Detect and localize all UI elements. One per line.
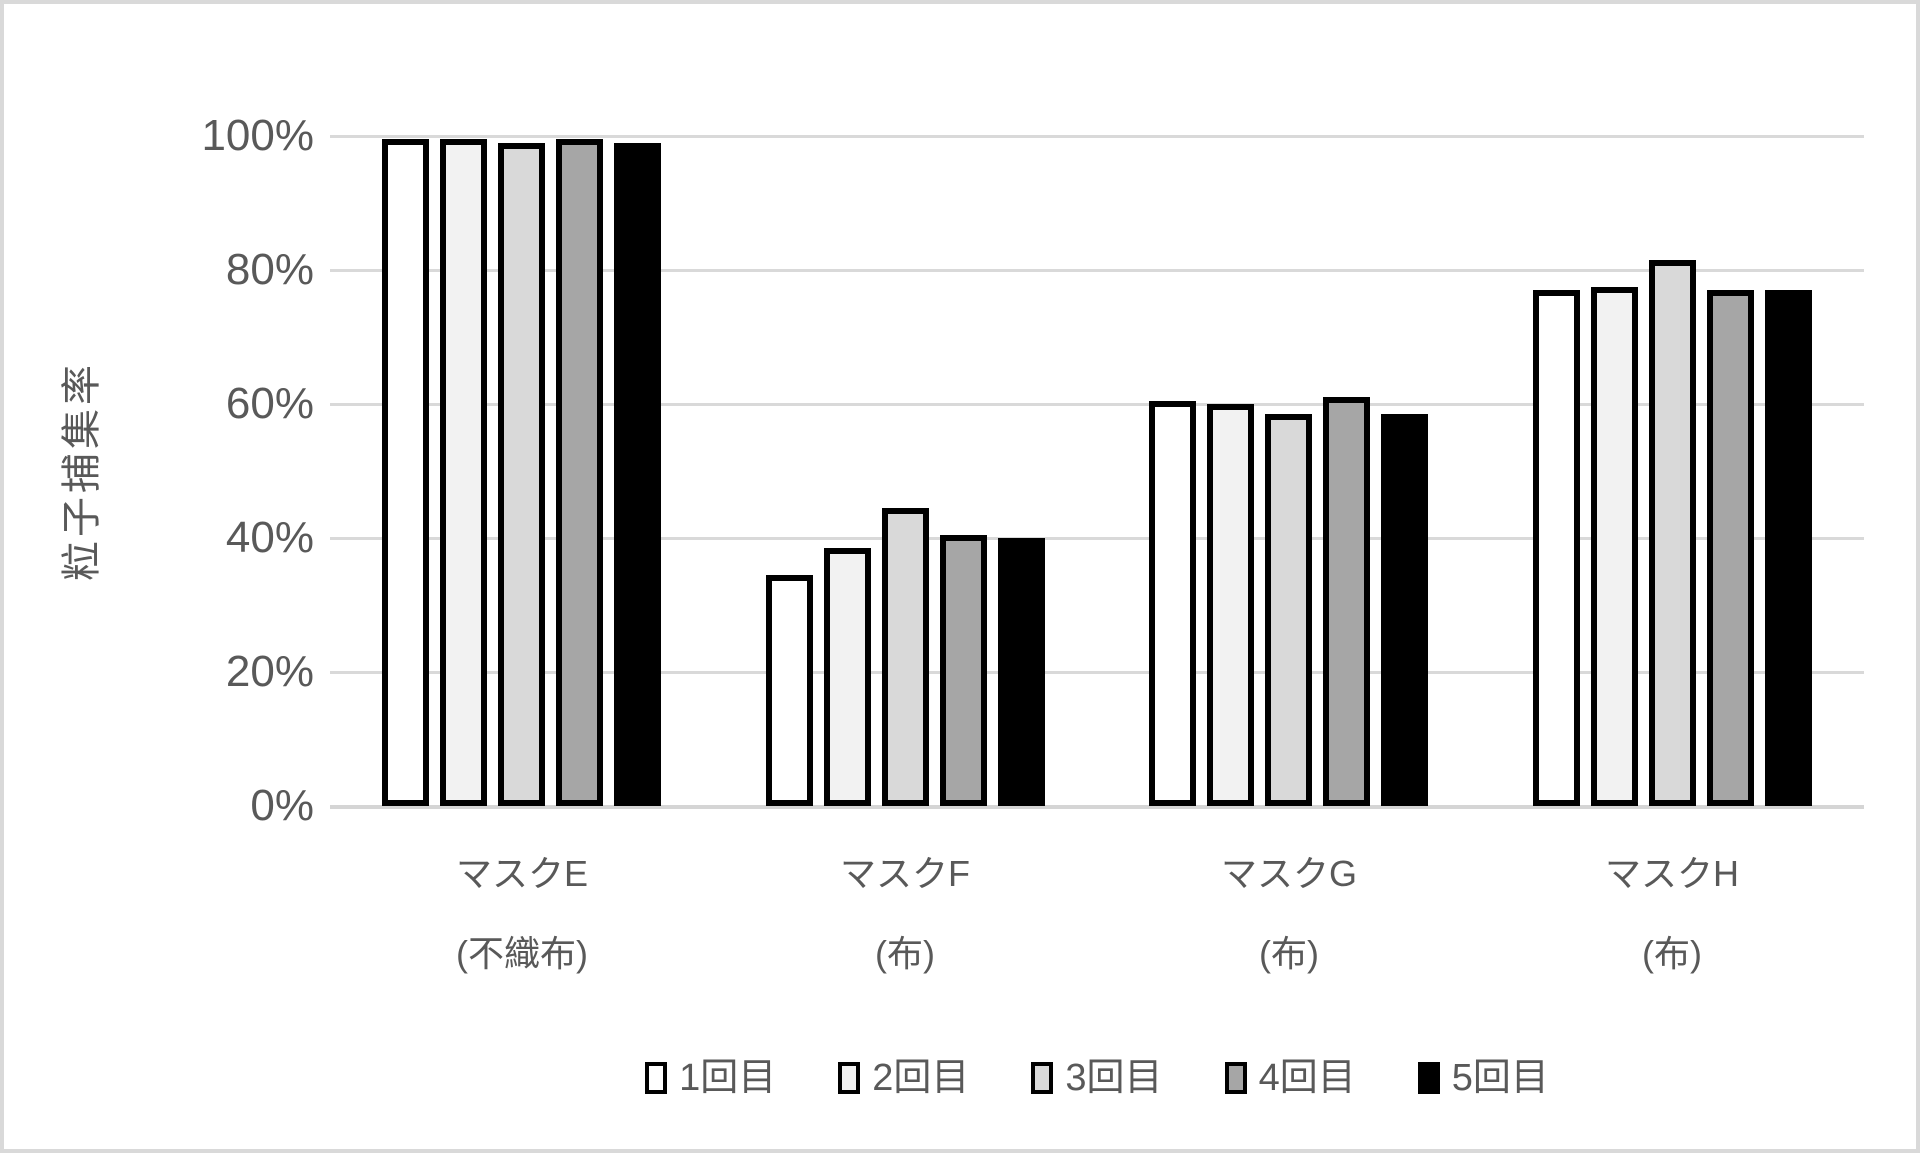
bar bbox=[498, 143, 545, 806]
bar bbox=[940, 535, 987, 806]
x-category-label-material: (布) bbox=[875, 933, 935, 974]
bar bbox=[1707, 290, 1754, 806]
bar bbox=[382, 139, 429, 806]
legend-label: 4回目 bbox=[1258, 1057, 1356, 1099]
legend-label: 2回目 bbox=[872, 1057, 970, 1099]
y-tick-label: 80% bbox=[225, 245, 314, 294]
bar bbox=[824, 548, 871, 806]
y-tick-label: 20% bbox=[225, 647, 314, 696]
legend-label: 3回目 bbox=[1065, 1057, 1163, 1099]
x-category-label: マスクG (布) bbox=[1097, 852, 1481, 976]
bar bbox=[882, 508, 929, 806]
bar bbox=[440, 139, 487, 806]
bar bbox=[1381, 414, 1428, 806]
legend-label: 1回目 bbox=[679, 1057, 777, 1099]
x-category-label: マスクE (不織布) bbox=[330, 852, 714, 976]
y-tick-label: 100% bbox=[201, 111, 314, 160]
bar bbox=[1649, 260, 1696, 806]
legend-item: 2回目 bbox=[838, 1056, 969, 1100]
legend: 1回目 2回目 3回目 4回目 5回目 bbox=[330, 1050, 1864, 1106]
x-category-label-name: マスクF bbox=[840, 853, 970, 894]
gridline bbox=[330, 269, 1864, 272]
legend-item: 3回目 bbox=[1031, 1056, 1163, 1100]
bar bbox=[556, 139, 603, 806]
x-category-label-material: (布) bbox=[1642, 933, 1702, 974]
legend-swatch bbox=[1224, 1062, 1247, 1094]
bar bbox=[998, 538, 1045, 806]
x-category-label-name: マスクE bbox=[455, 853, 588, 894]
legend-item: 1回目 bbox=[645, 1056, 776, 1100]
bar bbox=[614, 143, 661, 806]
legend-item: 4回目 bbox=[1224, 1056, 1356, 1100]
x-category-label-name: マスクH bbox=[1605, 853, 1739, 894]
plot-area: 100% 80% 60% 40% 20% 0% マスクE (不織布) マスクF (布) マスクG (布… bbox=[4, 4, 1920, 1157]
legend-swatch bbox=[1417, 1062, 1440, 1094]
x-category-label: マスクF (布) bbox=[713, 852, 1097, 976]
legend-swatch bbox=[1031, 1062, 1054, 1094]
legend-swatch bbox=[645, 1062, 668, 1094]
x-category-label-material: (布) bbox=[1259, 933, 1319, 974]
bar bbox=[1533, 290, 1580, 806]
y-tick-label: 60% bbox=[225, 379, 314, 428]
bar bbox=[1323, 397, 1370, 806]
bar bbox=[1591, 287, 1638, 806]
gridline bbox=[330, 403, 1864, 406]
x-category-label-name: マスクG bbox=[1220, 853, 1357, 894]
legend-label: 5回目 bbox=[1451, 1057, 1549, 1099]
x-category-label: マスクH (布) bbox=[1480, 852, 1864, 976]
bar bbox=[1765, 290, 1812, 806]
gridline bbox=[330, 537, 1864, 540]
bar bbox=[1265, 414, 1312, 806]
y-tick-label: 0% bbox=[250, 781, 314, 830]
legend-item: 5回目 bbox=[1417, 1056, 1549, 1100]
bar bbox=[1149, 401, 1196, 806]
bar bbox=[766, 575, 813, 806]
x-axis-line bbox=[330, 805, 1864, 809]
gridline bbox=[330, 671, 1864, 674]
gridline bbox=[330, 135, 1864, 138]
bar bbox=[1207, 404, 1254, 806]
x-category-label-material: (不織布) bbox=[456, 933, 588, 974]
legend-swatch bbox=[838, 1062, 861, 1094]
y-tick-label: 40% bbox=[225, 513, 314, 562]
